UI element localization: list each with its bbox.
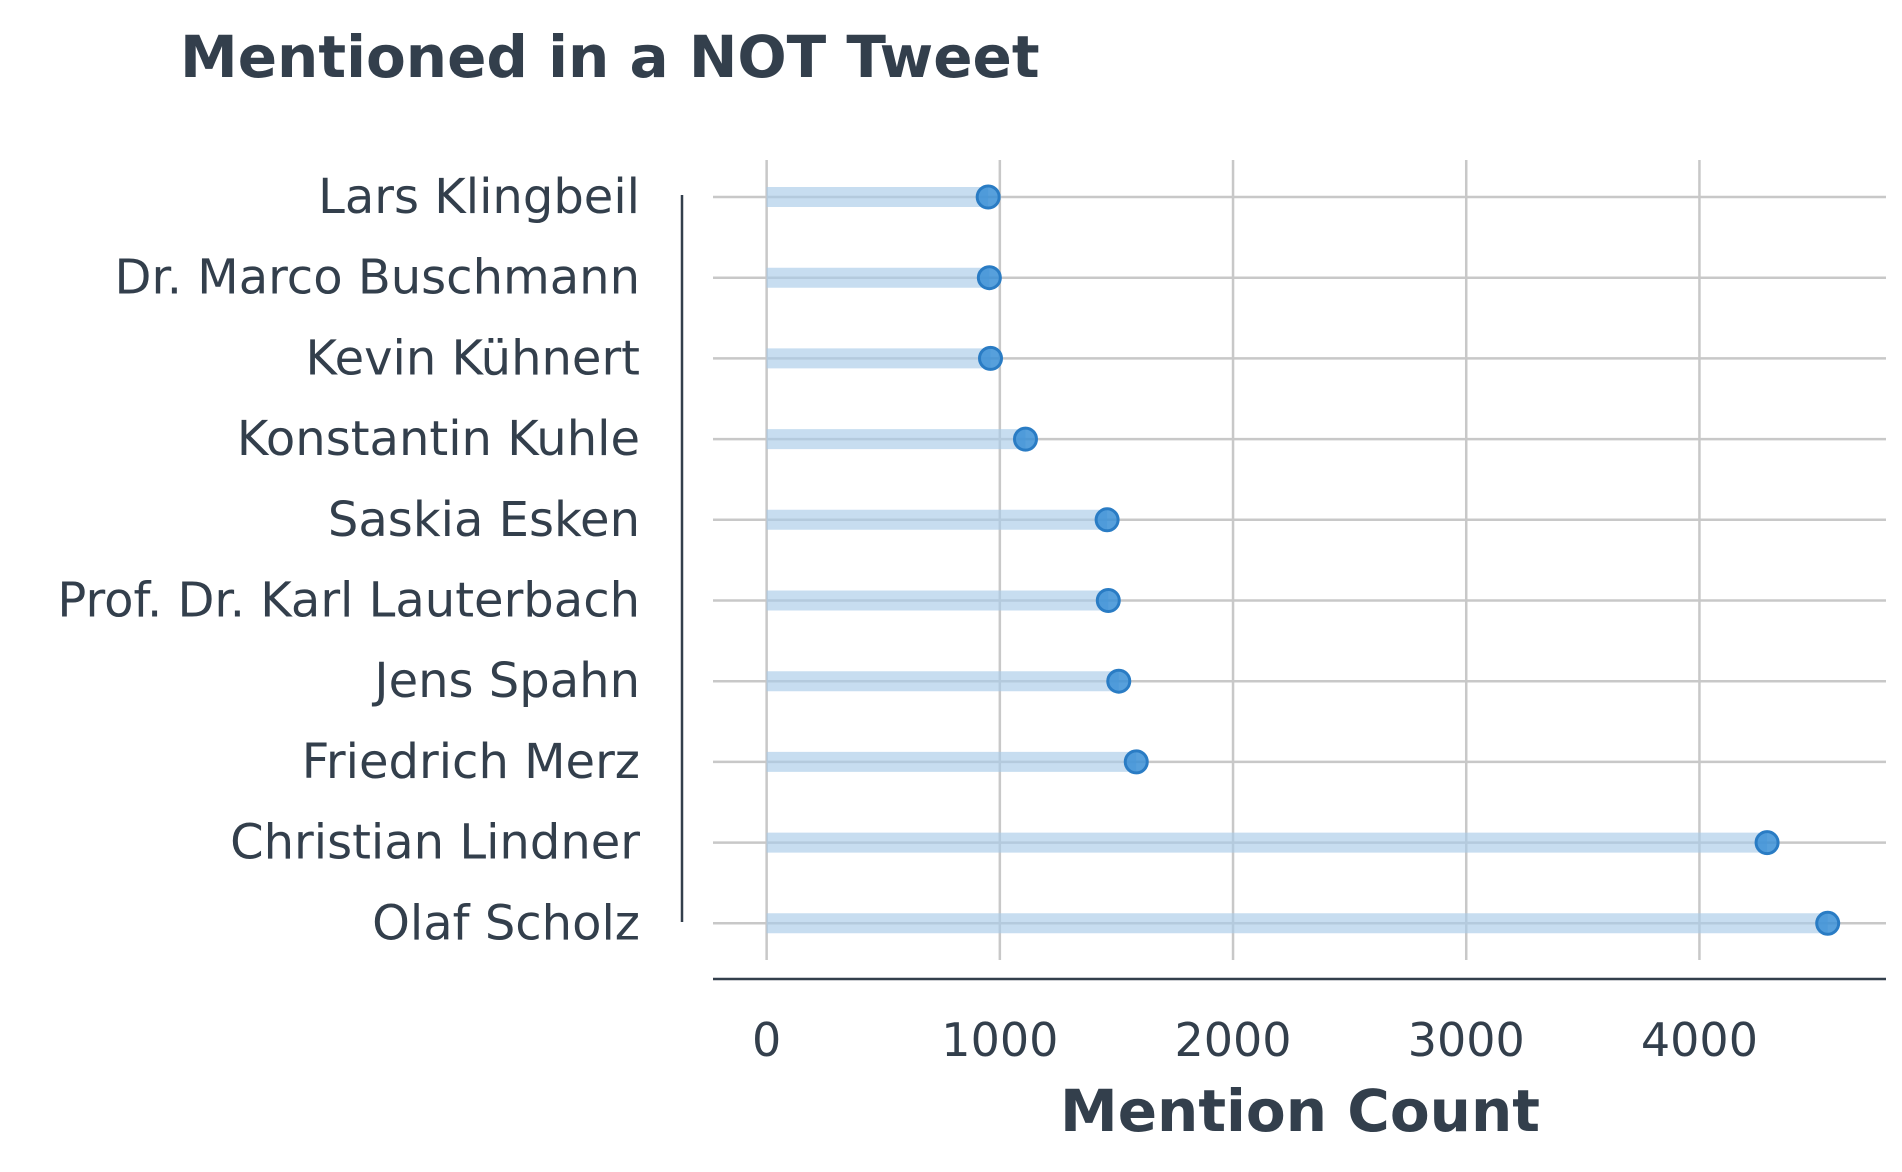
category-label: Kevin Kühnert [306, 330, 640, 386]
data-point [1106, 668, 1132, 694]
category-label: Saskia Esken [328, 492, 640, 548]
data-point [1815, 910, 1841, 936]
category-label: Olaf Scholz [372, 895, 640, 951]
chart-title: Mentioned in a NOT Tweet [180, 23, 1040, 91]
data-point [976, 265, 1002, 291]
data-point [975, 184, 1001, 210]
x-tick-labels: 0 1000 2000 3000 4000 [752, 1013, 1758, 1067]
category-label: Konstantin Kuhle [237, 411, 640, 467]
data-point [978, 345, 1004, 371]
data-point [1123, 749, 1149, 775]
y-tick-labels: Lars Klingbeil Dr. Marco Buschmann Kevin K… [57, 169, 640, 951]
category-label: Dr. Marco Buschmann [114, 250, 640, 306]
x-tick-label: 4000 [1641, 1013, 1758, 1067]
x-tick-label: 2000 [1174, 1013, 1291, 1067]
x-tick-label: 0 [752, 1013, 781, 1067]
data-point [1094, 507, 1120, 533]
category-label: Jens Spahn [371, 653, 640, 709]
category-label: Lars Klingbeil [318, 169, 640, 225]
x-tick-label: 1000 [941, 1013, 1058, 1067]
stems [766, 187, 1828, 934]
category-label: Prof. Dr. Karl Lauterbach [57, 573, 640, 629]
category-label: Friedrich Merz [302, 734, 640, 790]
category-label: Christian Lindner [230, 815, 640, 871]
x-axis-title: Mention Count [1060, 1077, 1540, 1145]
data-point [1012, 426, 1038, 452]
data-points [975, 184, 1841, 936]
x-tick-label: 3000 [1408, 1013, 1525, 1067]
data-point [1095, 588, 1121, 613]
data-point [1754, 830, 1780, 856]
